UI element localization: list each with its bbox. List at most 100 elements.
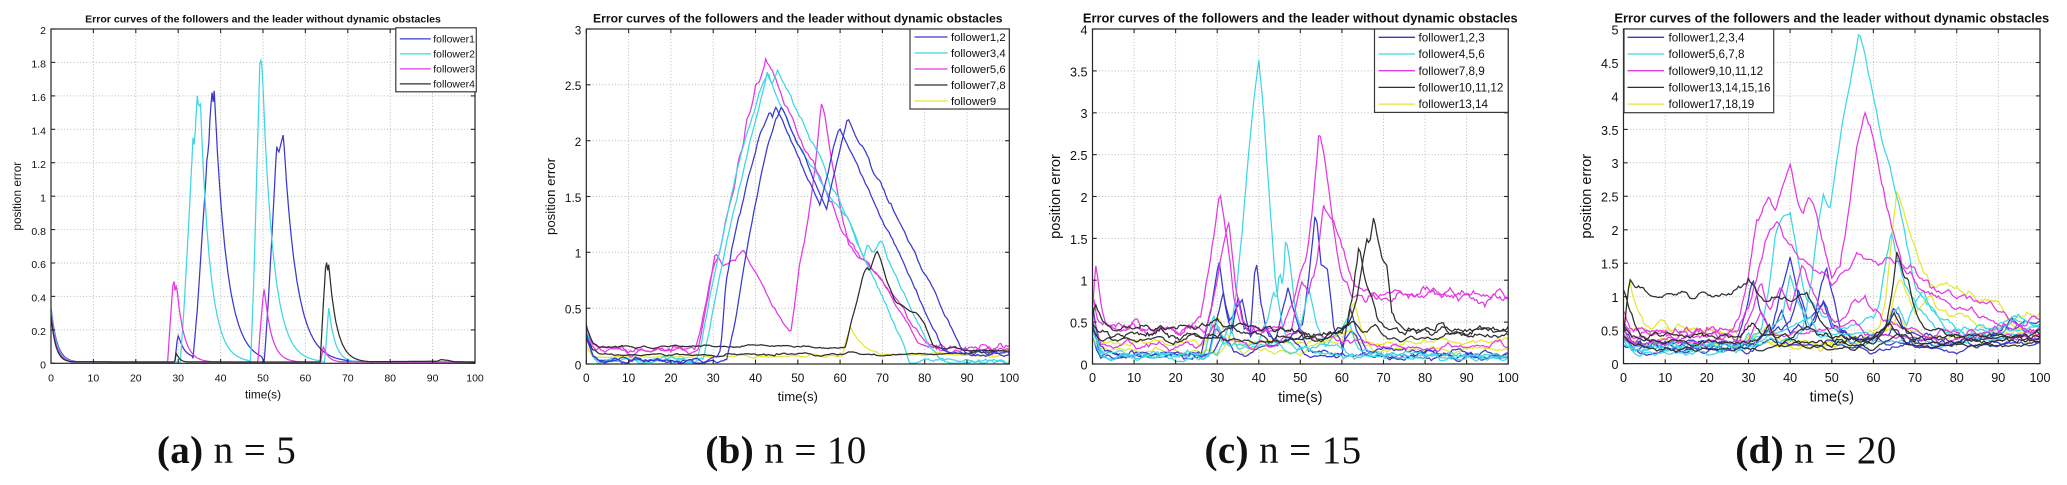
svg-text:3: 3 (1080, 107, 1087, 121)
svg-text:follower13,14: follower13,14 (1419, 98, 1489, 111)
svg-text:0: 0 (48, 372, 54, 384)
svg-text:time(s): time(s) (245, 388, 281, 402)
svg-text:2.5: 2.5 (1601, 191, 1619, 205)
svg-text:follower3,4: follower3,4 (951, 48, 1006, 60)
svg-text:0.2: 0.2 (31, 326, 46, 338)
svg-text:30: 30 (172, 372, 184, 384)
svg-text:10: 10 (88, 372, 100, 384)
svg-text:0: 0 (40, 360, 46, 372)
svg-text:Error curves of the followers: Error curves of the followers and the le… (593, 11, 1003, 25)
svg-text:70: 70 (1376, 371, 1390, 385)
svg-text:100: 100 (999, 371, 1019, 385)
svg-text:80: 80 (1418, 371, 1432, 385)
svg-text:1.8: 1.8 (31, 59, 46, 71)
svg-text:40: 40 (749, 371, 763, 385)
svg-text:follower4,5,6: follower4,5,6 (1419, 48, 1485, 61)
svg-text:2.5: 2.5 (565, 79, 582, 93)
svg-text:60: 60 (1866, 371, 1880, 385)
svg-text:5: 5 (1611, 23, 1618, 37)
svg-text:80: 80 (918, 371, 932, 385)
svg-text:follower17,18,19: follower17,18,19 (1669, 98, 1755, 111)
svg-text:0.5: 0.5 (1601, 325, 1619, 339)
svg-text:30: 30 (1741, 371, 1755, 385)
svg-text:2: 2 (40, 25, 46, 37)
svg-text:follower7,8: follower7,8 (951, 80, 1006, 92)
svg-text:100: 100 (1498, 371, 1519, 385)
svg-text:3.5: 3.5 (1070, 65, 1088, 79)
svg-text:position error: position error (543, 157, 558, 235)
svg-text:30: 30 (1210, 371, 1224, 385)
svg-text:30: 30 (707, 371, 721, 385)
svg-text:0: 0 (583, 371, 590, 385)
svg-text:10: 10 (1127, 371, 1141, 385)
svg-text:0: 0 (1089, 371, 1096, 385)
svg-text:follower1: follower1 (433, 35, 475, 46)
svg-text:2: 2 (1080, 191, 1087, 205)
svg-text:2.5: 2.5 (1070, 149, 1088, 163)
svg-text:0.5: 0.5 (565, 303, 582, 317)
svg-text:0: 0 (1611, 358, 1618, 372)
svg-text:10: 10 (1658, 371, 1672, 385)
svg-text:20: 20 (664, 371, 678, 385)
svg-text:20: 20 (1700, 371, 1714, 385)
svg-text:80: 80 (1950, 371, 1964, 385)
svg-text:90: 90 (960, 371, 974, 385)
svg-text:50: 50 (1293, 371, 1307, 385)
svg-text:50: 50 (1825, 371, 1839, 385)
svg-text:100: 100 (2029, 371, 2050, 385)
svg-text:position error: position error (1048, 154, 1064, 239)
svg-text:4: 4 (1611, 90, 1618, 104)
svg-text:70: 70 (876, 371, 890, 385)
svg-text:90: 90 (1460, 371, 1474, 385)
svg-text:0: 0 (1620, 371, 1627, 385)
svg-text:40: 40 (1783, 371, 1797, 385)
svg-text:follower1,2: follower1,2 (951, 32, 1006, 44)
svg-text:position error: position error (10, 162, 24, 231)
svg-text:40: 40 (215, 372, 227, 384)
svg-text:1.2: 1.2 (31, 159, 46, 171)
svg-text:1.5: 1.5 (1601, 258, 1619, 272)
svg-text:70: 70 (1908, 371, 1922, 385)
svg-text:60: 60 (1335, 371, 1349, 385)
svg-text:time(s): time(s) (1810, 390, 1854, 406)
svg-text:3: 3 (575, 23, 582, 37)
svg-text:20: 20 (130, 372, 142, 384)
svg-text:50: 50 (257, 372, 269, 384)
svg-text:80: 80 (384, 372, 396, 384)
svg-text:1: 1 (1611, 291, 1618, 305)
svg-text:100: 100 (466, 372, 484, 384)
svg-text:follower13,14,15,16: follower13,14,15,16 (1669, 82, 1771, 95)
svg-text:Error curves of the followers: Error curves of the followers and the le… (1614, 10, 2049, 25)
svg-text:1.4: 1.4 (31, 126, 46, 138)
svg-text:50: 50 (791, 371, 805, 385)
svg-text:0.4: 0.4 (31, 293, 46, 305)
svg-text:follower5,6,7,8: follower5,6,7,8 (1669, 48, 1745, 61)
svg-text:2: 2 (575, 135, 582, 149)
svg-text:0.8: 0.8 (31, 226, 46, 238)
svg-text:position error: position error (1579, 154, 1595, 239)
svg-text:follower5,6: follower5,6 (951, 64, 1006, 76)
svg-text:1: 1 (575, 247, 582, 261)
svg-text:Error curves of the followers: Error curves of the followers and the le… (1083, 10, 1518, 25)
svg-text:follower9: follower9 (951, 96, 996, 108)
svg-text:90: 90 (427, 372, 439, 384)
svg-text:1: 1 (40, 192, 46, 204)
svg-text:2: 2 (1611, 224, 1618, 238)
svg-text:1.5: 1.5 (1070, 233, 1088, 247)
svg-text:20: 20 (1169, 371, 1183, 385)
svg-text:time(s): time(s) (1278, 390, 1322, 406)
svg-text:1.6: 1.6 (31, 92, 46, 104)
svg-text:follower7,8,9: follower7,8,9 (1419, 65, 1485, 78)
svg-text:3: 3 (1611, 157, 1618, 171)
svg-text:0: 0 (1080, 358, 1087, 372)
svg-text:10: 10 (622, 371, 636, 385)
svg-text:70: 70 (342, 372, 354, 384)
svg-text:follower1,2,3,4: follower1,2,3,4 (1669, 31, 1746, 44)
svg-text:3.5: 3.5 (1601, 124, 1619, 138)
svg-text:1: 1 (1080, 275, 1087, 289)
svg-text:follower4: follower4 (433, 80, 475, 91)
svg-text:follower1,2,3: follower1,2,3 (1419, 31, 1485, 44)
svg-text:1.5: 1.5 (565, 191, 582, 205)
svg-text:follower10,11,12: follower10,11,12 (1419, 82, 1504, 95)
svg-text:0: 0 (575, 358, 582, 372)
